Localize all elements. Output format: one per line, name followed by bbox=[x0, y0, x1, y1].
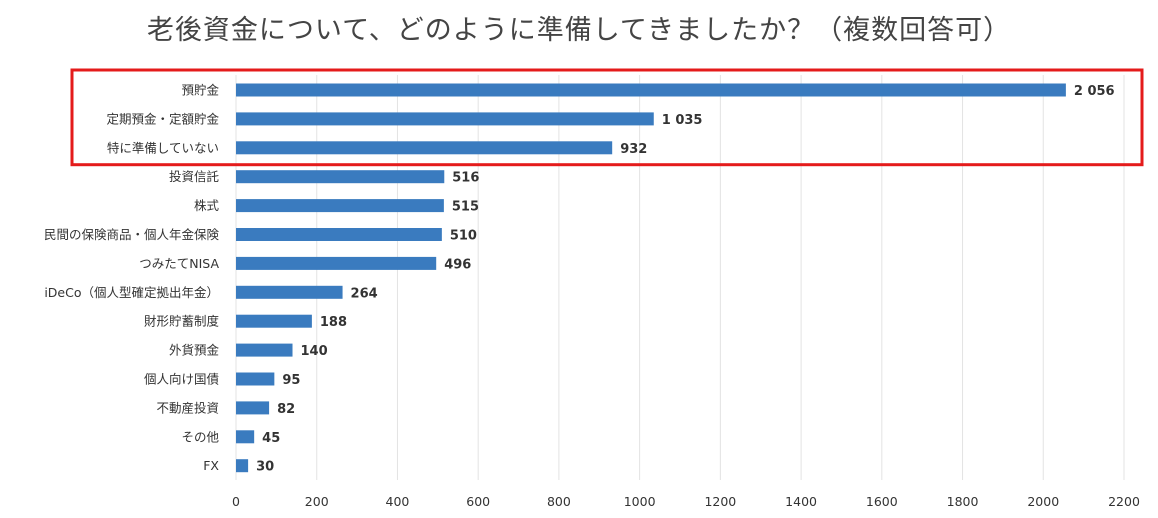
category-label-5: 民間の保険商品・個人年金保険 bbox=[44, 227, 220, 242]
bar-4 bbox=[236, 199, 444, 213]
value-label-13: 30 bbox=[256, 460, 274, 475]
category-label-9: 外貨預金 bbox=[169, 343, 220, 358]
category-label-3: 投資信託 bbox=[169, 169, 220, 184]
bar-10 bbox=[236, 372, 275, 386]
bar-9 bbox=[236, 343, 293, 357]
bar-12 bbox=[236, 430, 255, 444]
bar-1 bbox=[236, 112, 654, 126]
highlight-box bbox=[70, 68, 1144, 167]
bar-6 bbox=[236, 256, 437, 270]
category-label-0: 預貯金 bbox=[181, 83, 219, 98]
value-label-4: 515 bbox=[452, 200, 479, 215]
category-label-8: 財形貯蓄制度 bbox=[144, 314, 220, 329]
x-tick-label-11: 2200 bbox=[1108, 494, 1140, 509]
value-label-10: 95 bbox=[282, 373, 300, 388]
category-label-11: 不動産投資 bbox=[156, 400, 219, 415]
x-tick-label-7: 1400 bbox=[785, 494, 817, 509]
value-label-5: 510 bbox=[450, 229, 477, 244]
x-tick-label-2: 400 bbox=[386, 494, 410, 509]
bar-3 bbox=[236, 170, 445, 184]
bar-7 bbox=[236, 285, 343, 299]
category-label-2: 特に準備していない bbox=[107, 140, 219, 155]
x-tick-label-4: 800 bbox=[547, 494, 571, 509]
category-label-4: 株式 bbox=[194, 198, 220, 213]
value-label-3: 516 bbox=[452, 171, 479, 186]
category-label-13: FX bbox=[203, 458, 219, 473]
x-tick-label-10: 2000 bbox=[1027, 494, 1059, 509]
value-label-0: 2 056 bbox=[1074, 84, 1115, 99]
x-tick-label-1: 200 bbox=[305, 494, 329, 509]
x-tick-label-5: 1000 bbox=[624, 494, 656, 509]
x-tick-label-3: 600 bbox=[466, 494, 490, 509]
x-tick-label-6: 1200 bbox=[704, 494, 736, 509]
value-label-8: 188 bbox=[320, 315, 347, 330]
value-label-2: 932 bbox=[620, 142, 647, 157]
x-tick-label-9: 1800 bbox=[947, 494, 979, 509]
bar-8 bbox=[236, 314, 312, 328]
value-label-7: 264 bbox=[351, 286, 378, 301]
value-label-11: 82 bbox=[277, 402, 295, 417]
value-label-9: 140 bbox=[301, 344, 328, 359]
category-label-7: iDeCo（個人型確定拠出年金） bbox=[44, 285, 219, 300]
bar-13 bbox=[236, 459, 249, 473]
bar-5 bbox=[236, 228, 442, 241]
value-label-6: 496 bbox=[444, 257, 471, 272]
chart-title: 老後資金について、どのように準備してきましたか？（複数回答可） bbox=[146, 15, 1012, 46]
category-label-12: その他 bbox=[181, 429, 219, 444]
x-tick-label-0: 0 bbox=[232, 494, 240, 509]
category-label-1: 定期預金・定額貯金 bbox=[106, 111, 219, 126]
bar-11 bbox=[236, 401, 270, 415]
category-label-6: つみたてNISA bbox=[139, 256, 219, 271]
value-label-1: 1 035 bbox=[662, 113, 703, 128]
x-tick-label-8: 1600 bbox=[866, 494, 898, 509]
bar-0 bbox=[236, 83, 1066, 97]
value-label-12: 45 bbox=[262, 431, 280, 446]
bar-2 bbox=[236, 141, 613, 155]
category-label-10: 個人向け国債 bbox=[144, 372, 219, 387]
